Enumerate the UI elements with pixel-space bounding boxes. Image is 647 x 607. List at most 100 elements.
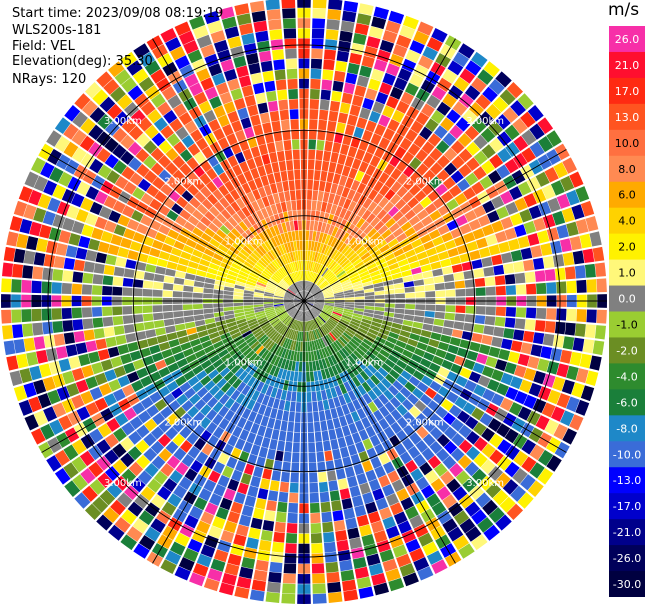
- velocity-gate: [324, 295, 335, 299]
- velocity-gate: [305, 250, 308, 261]
- velocity-gate: [428, 254, 440, 264]
- velocity-gate: [356, 117, 368, 130]
- velocity-gate: [336, 351, 344, 362]
- colorbar-tick-label: -13.0: [613, 474, 641, 487]
- velocity-gate: [435, 304, 446, 312]
- velocity-gate: [362, 438, 374, 451]
- velocity-gate: [243, 293, 254, 297]
- velocity-gate: [196, 204, 209, 216]
- velocity-gate: [52, 320, 64, 334]
- velocity-gate: [334, 228, 343, 239]
- velocity-gate: [240, 117, 252, 130]
- velocity-gate: [185, 353, 197, 364]
- velocity-gate: [586, 309, 597, 323]
- velocity-gate: [254, 310, 265, 316]
- velocity-gate: [300, 311, 303, 322]
- velocity-gate: [260, 219, 269, 230]
- velocity-gate: [382, 30, 398, 44]
- velocity-gate: [253, 124, 264, 136]
- velocity-gate: [344, 329, 354, 338]
- velocity-gate: [257, 316, 268, 323]
- velocity-gate: [163, 478, 178, 492]
- velocity-gate: [137, 178, 152, 192]
- velocity-gate: [505, 386, 519, 401]
- velocity-gate: [222, 465, 234, 479]
- velocity-gate: [304, 301, 307, 311]
- velocity-gate: [234, 438, 246, 451]
- velocity-gate: [409, 514, 424, 529]
- velocity-gate: [512, 433, 528, 449]
- velocity-gate: [408, 405, 421, 418]
- velocity-gate: [504, 158, 519, 174]
- velocity-gate: [309, 220, 315, 231]
- velocity-gate: [263, 184, 272, 196]
- velocity-gate: [297, 250, 301, 261]
- velocity-gate: [114, 69, 131, 85]
- velocity-gate: [196, 386, 209, 398]
- velocity-gate: [150, 518, 166, 533]
- velocity-gate: [341, 404, 350, 416]
- velocity-gate: [174, 566, 191, 581]
- velocity-gate: [455, 375, 468, 388]
- velocity-gate: [166, 176, 179, 189]
- velocity-gate: [343, 198, 352, 210]
- velocity-gate: [368, 478, 381, 492]
- velocity-gate: [370, 360, 381, 371]
- velocity-gate: [448, 85, 464, 100]
- velocity-gate: [200, 375, 212, 386]
- velocity-gate: [236, 277, 247, 284]
- velocity-gate: [337, 40, 351, 53]
- velocity-gate: [495, 71, 512, 88]
- velocity-gate: [314, 318, 322, 327]
- velocity-gate: [560, 410, 575, 427]
- velocity-gate: [219, 6, 235, 20]
- velocity-gate: [544, 320, 556, 334]
- velocity-gate: [431, 501, 447, 516]
- velocity-gate: [255, 312, 266, 318]
- velocity-gate: [279, 282, 288, 290]
- velocity-gate: [343, 247, 353, 257]
- velocity-gate: [304, 291, 308, 301]
- velocity-gate: [391, 479, 405, 493]
- velocity-gate: [283, 242, 290, 253]
- velocity-gate: [359, 370, 370, 381]
- velocity-gate: [524, 271, 536, 283]
- velocity-gate: [289, 190, 296, 201]
- velocity-gate: [248, 320, 258, 327]
- velocity-gate: [281, 280, 290, 288]
- velocity-gate: [497, 148, 512, 163]
- velocity-gate: [267, 100, 279, 112]
- velocity-gate: [296, 392, 302, 402]
- velocity-gate: [179, 412, 193, 426]
- velocity-gate: [63, 257, 76, 270]
- velocity-gate: [308, 442, 316, 453]
- velocity-gate: [108, 210, 121, 223]
- velocity-gate: [500, 190, 514, 205]
- velocity-gate: [314, 299, 325, 301]
- velocity-gate: [137, 410, 152, 424]
- velocity-gate: [284, 304, 295, 309]
- velocity-gate: [347, 237, 357, 247]
- velocity-gate: [204, 210, 216, 222]
- velocity-gate: [379, 549, 395, 563]
- velocity-gate: [396, 34, 412, 49]
- velocity-gate: [335, 163, 344, 175]
- velocity-gate: [264, 80, 276, 92]
- velocity-gate: [390, 168, 402, 181]
- velocity-gate: [452, 486, 468, 501]
- velocity-gate: [297, 210, 302, 221]
- velocity-gate: [337, 153, 347, 165]
- velocity-gate: [537, 358, 550, 372]
- velocity-gate: [317, 278, 325, 287]
- velocity-gate: [240, 472, 252, 485]
- velocity-gate: [273, 302, 284, 305]
- velocity-gate: [365, 164, 376, 177]
- velocity-gate: [519, 379, 533, 393]
- velocity-gate: [388, 10, 405, 25]
- velocity-gate: [320, 282, 329, 290]
- velocity-gate: [452, 51, 470, 68]
- velocity-gate: [513, 135, 529, 152]
- velocity-gate: [307, 432, 315, 443]
- velocity-gate: [322, 191, 330, 203]
- velocity-gate: [374, 123, 386, 137]
